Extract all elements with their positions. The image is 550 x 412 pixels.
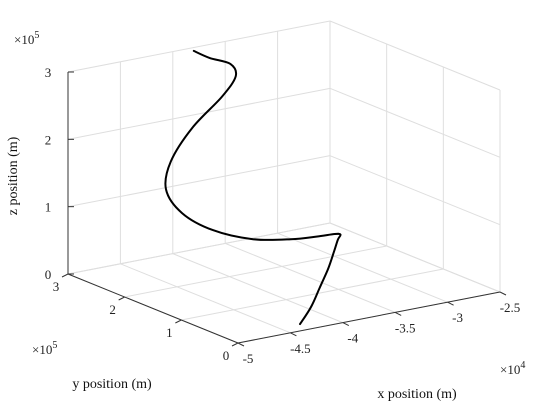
grid-line-floor-x (172, 253, 343, 324)
grid-line-floor-y (181, 268, 444, 321)
z-tick-label: 2 (45, 132, 52, 147)
x-tick-label: -4 (347, 331, 358, 346)
z-exponent: ×105 (14, 30, 39, 47)
x-tick-mark (237, 342, 245, 347)
grid-line-back-z (67, 155, 331, 208)
axis-layer (61, 71, 507, 347)
grid-line-side-z (329, 222, 501, 293)
z-tick-label: 0 (45, 267, 52, 282)
x-axis-label: x position (m) (377, 387, 457, 402)
grid-line-back-z (67, 87, 331, 140)
grid-line-side-z (329, 87, 501, 158)
x-tick-label: -5 (243, 351, 254, 366)
z-axis-label: z position (m) (6, 136, 21, 215)
y-exponent: ×105 (32, 340, 57, 357)
x-exponent: ×104 (500, 360, 525, 377)
y-tick-label: 3 (53, 279, 60, 294)
grid-line-floor-y (124, 245, 387, 298)
grid-line-floor-x (277, 232, 448, 303)
grid-layer (67, 20, 501, 344)
y-tick-label: 1 (166, 325, 173, 340)
x-tick-mark (394, 311, 402, 316)
x-tick-mark (499, 291, 507, 296)
grid-line-side-z (329, 155, 501, 226)
y-tick-mark (231, 342, 239, 347)
x-tick-mark (447, 301, 454, 306)
y-tick-label: 0 (223, 348, 230, 363)
x-tick-label: -4.5 (290, 341, 311, 356)
y-axis-label: y position (m) (72, 377, 152, 392)
y-tick-mark (118, 296, 125, 301)
z-tick-label: 3 (45, 65, 52, 80)
x-axis-line (237, 291, 501, 344)
x-tick-label: -3.5 (395, 320, 416, 335)
grid-line-floor-x (225, 242, 396, 313)
x-tick-label: -2.5 (500, 300, 521, 315)
x-tick-mark (290, 332, 297, 337)
z-tick-label: 1 (45, 200, 52, 215)
grid-line-side-z (329, 20, 501, 91)
y-tick-mark (61, 273, 69, 278)
y-tick-mark (175, 319, 182, 324)
x-tick-mark (342, 322, 350, 327)
y-axis-line (67, 273, 239, 344)
x-tick-label: -3 (452, 310, 463, 325)
trajectory-line (164, 49, 342, 326)
grid-line-back-z (67, 222, 331, 275)
y-tick-label: 2 (109, 302, 116, 317)
grid-line-floor-x (120, 263, 291, 334)
grid-line-back-z (67, 20, 331, 73)
